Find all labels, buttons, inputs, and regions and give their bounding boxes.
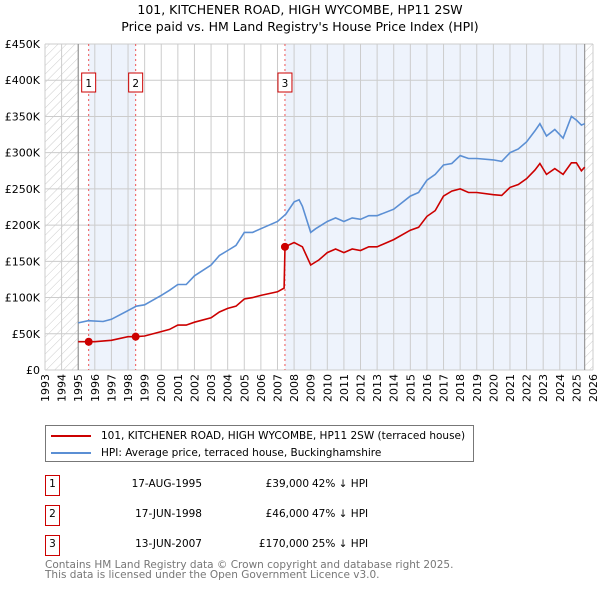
legend-label: 101, KITCHENER ROAD, HIGH WYCOMBE, HP11 … — [101, 430, 466, 442]
x-tick-label: 2021 — [504, 374, 517, 402]
sale-point — [131, 332, 140, 341]
no-data-hatch — [584, 44, 593, 370]
x-tick-label: 2019 — [471, 374, 484, 402]
y-tick-label: £50K — [12, 328, 41, 341]
sale-price: £170,000 — [258, 538, 309, 550]
y-tick-label: £250K — [5, 183, 41, 196]
y-tick-label: £0 — [26, 364, 40, 377]
x-tick-label: 1995 — [72, 374, 85, 402]
sale-date: 17-JUN-1998 — [135, 508, 202, 520]
x-tick-label: 2011 — [338, 374, 351, 402]
sale-hpi-diff: 47% ↓ HPI — [312, 508, 369, 520]
x-tick-label: 2012 — [355, 374, 368, 402]
sale-price: £46,000 — [265, 508, 309, 520]
footer-copyright: Contains HM Land Registry data © Crown c… — [45, 559, 454, 571]
x-tick-label: 2017 — [438, 374, 451, 402]
x-tick-label: 2026 — [587, 374, 600, 402]
x-tick-label: 2020 — [487, 374, 500, 402]
x-tick-label: 2018 — [454, 374, 467, 402]
y-tick-label: £350K — [5, 110, 41, 123]
x-tick-label: 2004 — [222, 374, 235, 402]
footer-licence: This data is licensed under the Open Gov… — [45, 569, 380, 581]
legend-item-hpi: HPI: Average price, terraced house, Buck… — [51, 445, 381, 461]
sale-number-badge: 3 — [45, 535, 60, 556]
x-tick-label: 2014 — [388, 374, 401, 402]
x-tick-label: 2007 — [271, 374, 284, 402]
y-tick-label: £150K — [5, 255, 41, 268]
chart-subtitle: Price paid vs. HM Land Registry's House … — [121, 19, 478, 34]
blue-line-swatch — [51, 452, 91, 454]
sale-point — [84, 337, 93, 346]
x-tick-label: 1994 — [56, 374, 69, 402]
sale-number-badge: 1 — [45, 475, 60, 496]
y-tick-label: £400K — [5, 74, 41, 87]
x-tick-label: 2023 — [537, 374, 550, 402]
footer: Contains HM Land Registry data © Crown c… — [45, 559, 454, 581]
sale-number-badge: 2 — [45, 505, 60, 526]
x-tick-label: 2002 — [188, 374, 201, 402]
table-row: 3 13-JUN-2007 £170,000 25% ↓ HPI — [45, 535, 445, 556]
sale-date: 13-JUN-2007 — [135, 538, 202, 550]
x-tick-label: 1998 — [122, 374, 135, 402]
x-tick-label: 2008 — [288, 374, 301, 402]
sale-label-box — [81, 72, 97, 93]
y-tick-label: £450K — [5, 38, 41, 51]
x-tick-label: 2016 — [421, 374, 434, 402]
x-tick-label: 1999 — [139, 374, 152, 402]
x-tick-label: 2010 — [321, 374, 334, 402]
x-tick-label: 1996 — [89, 374, 102, 402]
sale-label-box — [128, 72, 144, 93]
x-tick-label: 1993 — [39, 374, 52, 402]
x-tick-label: 2022 — [521, 374, 534, 402]
hpi-line — [78, 115, 586, 324]
sale-label-box — [277, 72, 293, 93]
sale-period-shade — [284, 44, 585, 370]
x-tick-label: 2025 — [570, 374, 583, 402]
x-tick-label: 2009 — [305, 374, 318, 402]
legend-item-property: 101, KITCHENER ROAD, HIGH WYCOMBE, HP11 … — [51, 428, 465, 444]
x-tick-label: 2000 — [155, 374, 168, 402]
sale-hpi-diff: 25% ↓ HPI — [312, 538, 369, 550]
chart-title: 101, KITCHENER ROAD, HIGH WYCOMBE, HP11 … — [137, 2, 462, 17]
x-tick-label: 2005 — [238, 374, 251, 402]
y-tick-label: £200K — [5, 219, 41, 232]
x-tick-label: 2003 — [205, 374, 218, 402]
x-tick-label: 2006 — [255, 374, 268, 402]
red-line-swatch — [51, 435, 91, 437]
legend: 101, KITCHENER ROAD, HIGH WYCOMBE, HP11 … — [45, 425, 474, 462]
y-tick-label: £100K — [5, 292, 41, 305]
sale-point — [280, 242, 289, 251]
property-price-line — [78, 162, 586, 343]
price-chart: 101, KITCHENER ROAD, HIGH WYCOMBE, HP11 … — [5, 2, 600, 402]
sale-label: 3 — [282, 78, 289, 90]
y-tick-label: £300K — [5, 147, 41, 160]
x-tick-label: 2013 — [371, 374, 384, 402]
legend-label: HPI: Average price, terraced house, Buck… — [101, 447, 382, 459]
table-row: 2 17-JUN-1998 £46,000 47% ↓ HPI — [45, 505, 445, 526]
sale-hpi-diff: 42% ↓ HPI — [312, 478, 369, 490]
sale-price: £39,000 — [265, 478, 309, 490]
x-tick-label: 2024 — [554, 374, 567, 402]
sale-date: 17-AUG-1995 — [131, 478, 202, 490]
sale-label: 1 — [85, 78, 92, 90]
x-tick-label: 2015 — [404, 374, 417, 402]
x-tick-label: 1997 — [105, 374, 118, 402]
table-row: 1 17-AUG-1995 £39,000 42% ↓ HPI — [45, 475, 445, 496]
x-tick-label: 2001 — [172, 374, 185, 402]
sale-label: 2 — [132, 78, 139, 90]
